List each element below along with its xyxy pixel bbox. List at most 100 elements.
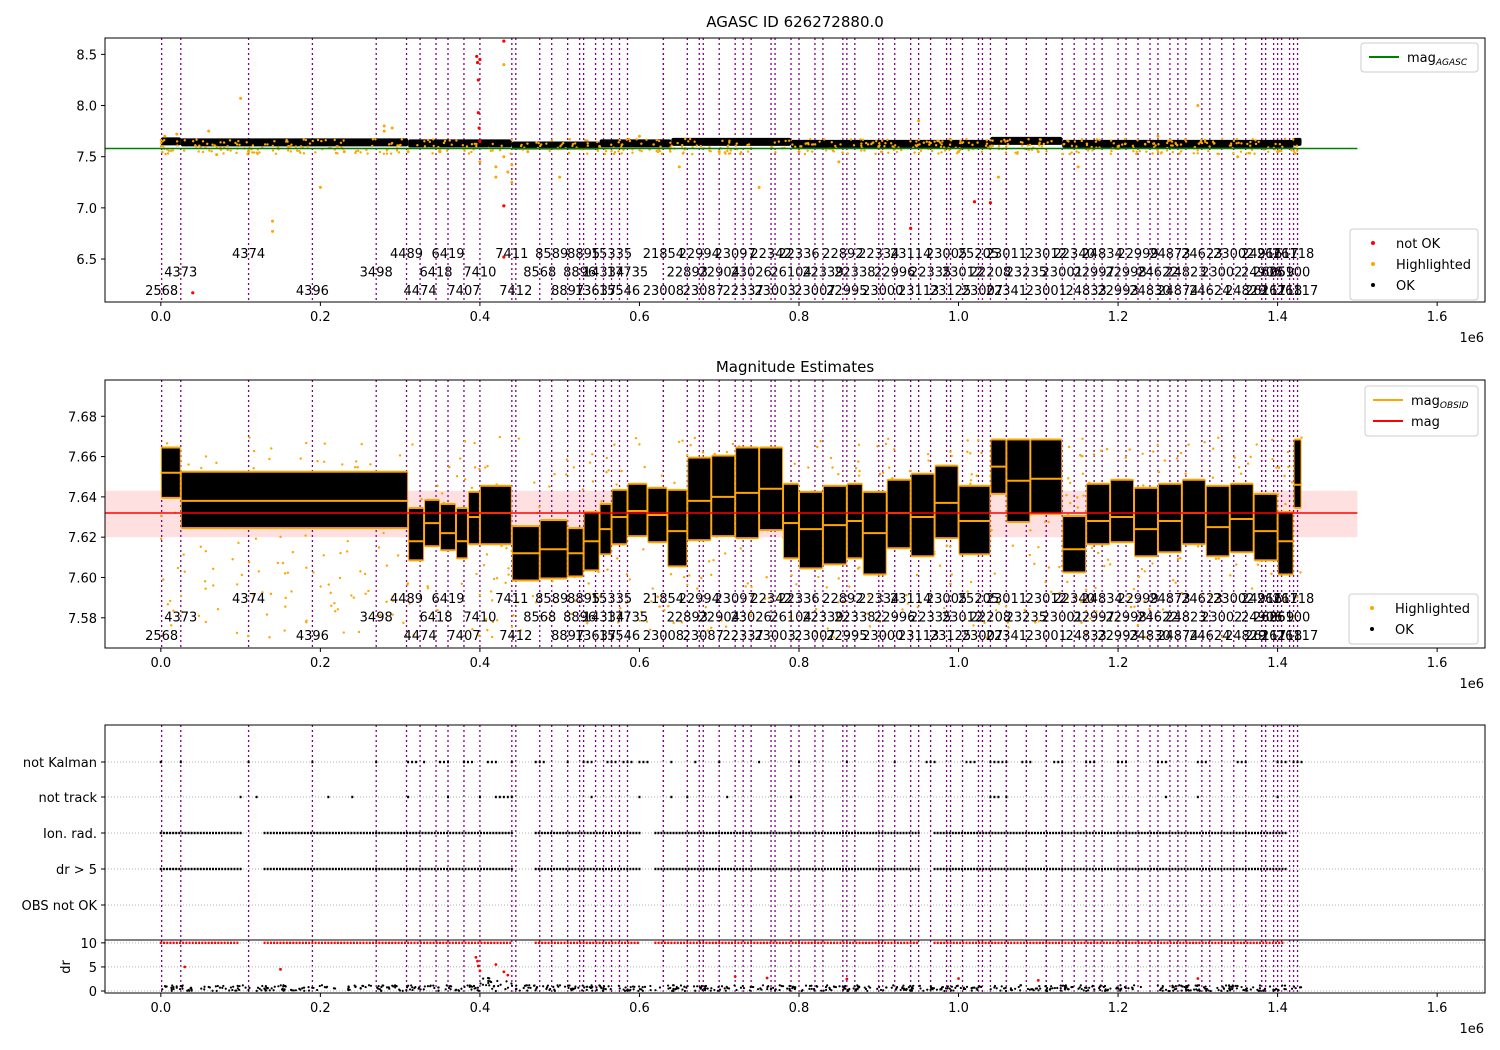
p3-dr-red-cap bbox=[874, 941, 877, 945]
p3-dr-ok-point bbox=[1119, 989, 1122, 992]
p2-highlight-point bbox=[240, 573, 244, 577]
p3-dr-ok-point bbox=[1249, 988, 1252, 991]
p3-flag-point bbox=[169, 867, 172, 871]
p3-flag-point bbox=[976, 831, 979, 835]
p1-highlight-jitter bbox=[359, 151, 362, 154]
p3-dr-ok-point bbox=[1004, 989, 1008, 992]
p3-flag-point bbox=[381, 867, 384, 871]
p3-dr-ok-point bbox=[1174, 985, 1177, 988]
p1-highlight-jitter bbox=[378, 150, 382, 154]
p3-dr-ok-point bbox=[622, 988, 625, 991]
p3-flag-point bbox=[1168, 831, 1171, 835]
p1-obsid-label: 23125 bbox=[930, 284, 971, 299]
p1-obsid-label: 24873 bbox=[1149, 247, 1190, 262]
p1-highlight-jitter bbox=[1121, 143, 1124, 146]
panel-agasc-x-offset: 1e6 bbox=[1459, 331, 1484, 346]
p3-flag-point bbox=[1121, 760, 1124, 764]
p3-dr-ok-point bbox=[563, 985, 567, 988]
p3-dr-ok-point bbox=[1230, 985, 1233, 988]
p3-flag-point bbox=[303, 867, 306, 871]
p3-flag-point bbox=[1049, 867, 1052, 871]
p3-flag-point bbox=[510, 867, 513, 871]
p3-flag-point bbox=[1226, 831, 1229, 835]
p3-dr-red-cap bbox=[410, 941, 413, 945]
p1-highlight-jitter bbox=[324, 139, 327, 142]
p3-flag-point bbox=[483, 867, 486, 871]
p2-highlight-point bbox=[534, 601, 538, 604]
p2-highlight-point bbox=[720, 619, 723, 622]
p3-dr-red-cap bbox=[1217, 941, 1220, 945]
p3-dr-red-cap bbox=[423, 941, 426, 945]
p3-flag-point bbox=[169, 831, 172, 835]
p3-dr-ok-point bbox=[1103, 989, 1107, 992]
p3-dr-red-cap bbox=[188, 941, 191, 945]
p2-highlight-point bbox=[814, 607, 818, 611]
p3-flag-point bbox=[553, 831, 556, 835]
p3-dr-red-cap bbox=[537, 941, 540, 945]
p3-flag-point bbox=[854, 867, 857, 871]
p3-flag-point bbox=[421, 867, 424, 871]
p3-flag-point bbox=[1128, 867, 1131, 871]
p2-highlight-point bbox=[492, 577, 496, 581]
p1-highlight-jitter bbox=[735, 142, 739, 145]
p2-highlight-point bbox=[1007, 626, 1010, 629]
p3-flag-point bbox=[1085, 867, 1088, 871]
p2-highlight-point bbox=[1217, 436, 1220, 440]
p3-dr-ok-point bbox=[238, 988, 241, 991]
p2-ok-block bbox=[1182, 480, 1205, 544]
p3-flag-point bbox=[790, 867, 793, 871]
p3-dr-ok-point bbox=[816, 985, 819, 988]
p3-dr-ok-point bbox=[181, 987, 184, 990]
p3-dr-ok-point bbox=[487, 979, 490, 982]
p3-dr-ok-point bbox=[694, 989, 697, 992]
p3-flag-point bbox=[1003, 831, 1006, 835]
p2-highlight-point bbox=[1212, 447, 1215, 450]
p3-dr-ok-point bbox=[692, 985, 696, 988]
p1-highlight-jitter bbox=[389, 152, 393, 155]
p3-dr-ok-point bbox=[1189, 989, 1192, 992]
p3-flag-point bbox=[838, 831, 841, 835]
p3-dr-ok-point bbox=[863, 986, 866, 989]
p3-flag-point bbox=[542, 760, 545, 764]
p2-highlight-point bbox=[478, 467, 481, 471]
p3-dr-red-cap bbox=[939, 941, 942, 945]
p3-dr-ok-point bbox=[581, 984, 584, 987]
p3-dr-ok-point bbox=[1283, 984, 1287, 987]
p3-flag-point bbox=[202, 867, 205, 871]
p2-highlight-point bbox=[619, 606, 622, 610]
p3-dr-red-cap bbox=[349, 941, 352, 945]
p1-highlight-jitter bbox=[226, 148, 229, 152]
p3-dr-ok-point bbox=[1009, 988, 1013, 991]
p1-highlight-jitter bbox=[866, 143, 870, 146]
p3-flag-point bbox=[757, 867, 760, 871]
p1-highlight-jitter bbox=[235, 151, 238, 155]
p2-obsid-label: 24916 bbox=[1241, 592, 1282, 607]
p2-obsid-label: 24623 bbox=[1181, 592, 1222, 607]
p3-flag-point bbox=[297, 867, 300, 871]
p2-highlight-point bbox=[322, 554, 325, 557]
p3-flag-point bbox=[1110, 867, 1113, 871]
p3-dr-red-cap bbox=[839, 941, 842, 945]
p3-flag-point bbox=[965, 760, 968, 764]
p3-flag-point bbox=[369, 867, 372, 871]
p2-highlight-point bbox=[701, 451, 705, 454]
p3-flag-point bbox=[331, 831, 334, 835]
p2-highlight-point bbox=[901, 608, 904, 611]
p3-flag-point bbox=[997, 867, 1000, 871]
p3-flag-point bbox=[817, 867, 820, 871]
p3-flag-point bbox=[684, 867, 687, 871]
p3-dr-ok-point bbox=[214, 985, 217, 988]
p3-dr-ok-point bbox=[506, 986, 510, 989]
p3-flag-point bbox=[236, 831, 239, 835]
p1-obsid-label: 24874 bbox=[1157, 284, 1198, 299]
p2-highlight-point bbox=[837, 577, 840, 580]
p1-highlight-jitter bbox=[943, 149, 947, 152]
p3-dr-ok-point bbox=[674, 988, 677, 991]
p2-highlight-point bbox=[391, 595, 394, 598]
p3-dr-ok-point bbox=[1272, 989, 1275, 992]
p3-flag-point bbox=[227, 867, 230, 871]
p2-highlight-point bbox=[926, 452, 930, 456]
p3-flag-point bbox=[775, 831, 778, 835]
p3-flag-point bbox=[221, 831, 224, 835]
p3-dr-red-cap bbox=[1255, 941, 1258, 945]
